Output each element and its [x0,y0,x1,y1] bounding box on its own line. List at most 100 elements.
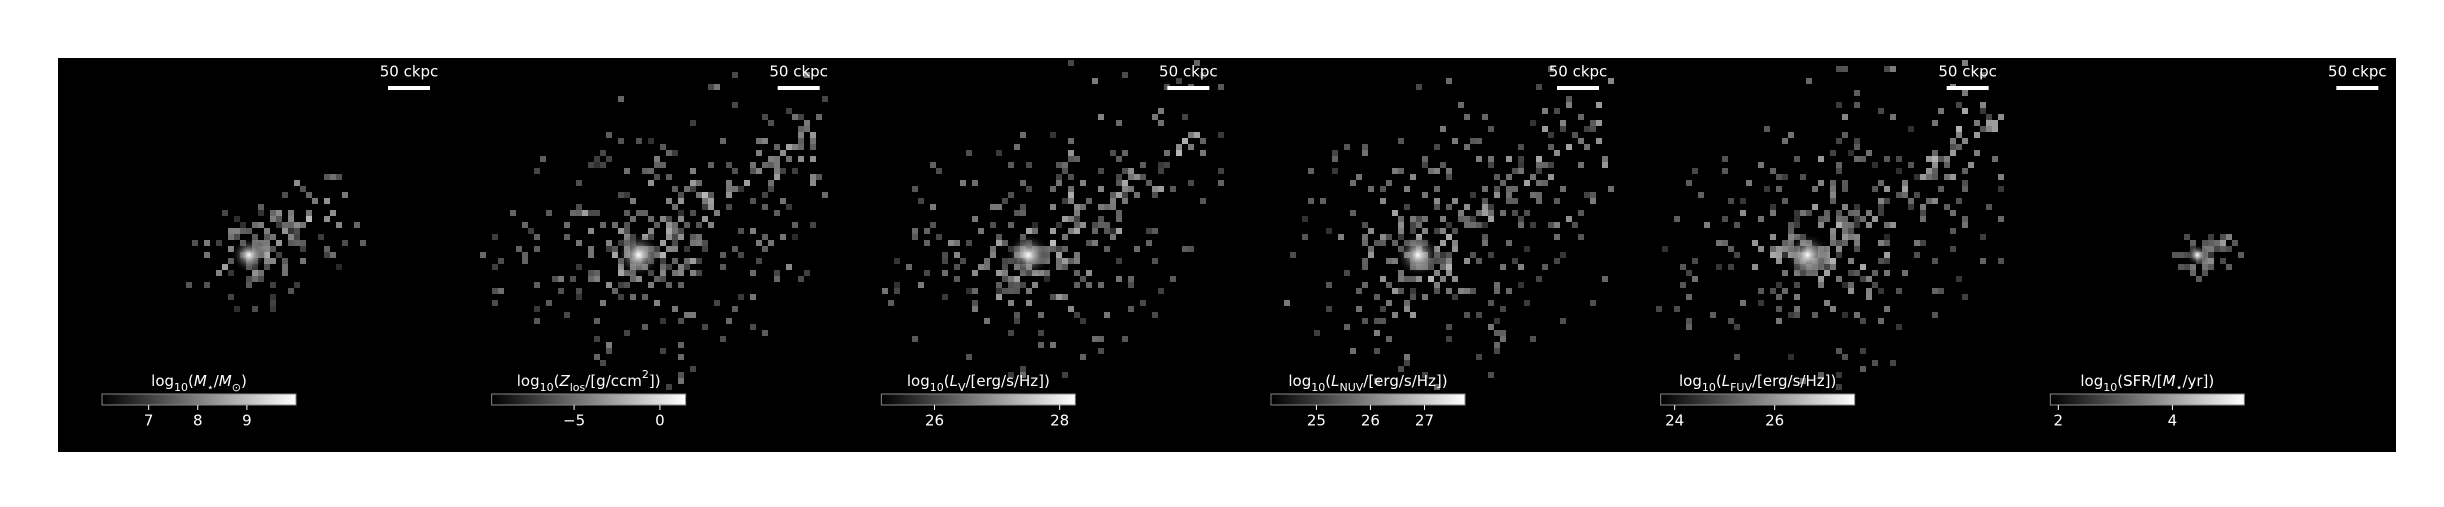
image-pixel [966,354,972,360]
image-pixel [1518,264,1524,270]
image-pixel [1494,318,1500,324]
image-pixel [1536,198,1542,204]
image-pixel [966,288,972,294]
image-pixel [654,162,660,168]
image-pixel [672,186,678,192]
image-pixel [2184,234,2190,240]
image-pixel [1200,72,1206,78]
image-pixel [672,150,678,156]
image-pixel [684,186,690,192]
image-pixel [774,168,780,174]
image-pixel [1116,216,1122,222]
image-pixel [1512,186,1518,192]
image-pixel [666,222,672,228]
image-pixel [1518,222,1524,228]
image-pixel [1098,114,1104,120]
image-pixel [636,276,642,282]
image-pixel [1524,210,1530,216]
image-pixel [588,270,594,276]
scale-bar [1946,86,1989,90]
image-pixel [1554,108,1560,114]
image-pixel [1932,198,1938,204]
image-pixel [2214,246,2220,252]
panel: 50 ckpc log10(LNUV/[erg/s/Hz]) 25 26 27 [1270,63,1614,430]
image-pixel [276,252,282,258]
image-pixel [720,252,726,258]
image-pixel [1446,234,1452,240]
image-pixel [288,288,294,294]
label-part: log [517,372,540,390]
image-pixel [804,72,810,78]
image-pixel [894,258,900,264]
image-pixel [1662,246,1668,252]
image-pixel [1494,192,1500,198]
image-pixel [2202,240,2208,246]
image-pixel [1122,198,1128,204]
image-pixel [1518,144,1524,150]
image-pixel [1488,252,1494,258]
image-pixel [996,150,1002,156]
image-pixel [702,204,708,210]
image-pixel [912,336,918,342]
image-pixel [618,228,624,234]
image-pixel [1914,192,1920,198]
image-pixel [1932,120,1938,126]
image-pixel [1428,168,1434,174]
image-pixel [696,270,702,276]
image-pixel [1464,204,1470,210]
colorbar-label: log10(M⋆/M⊙) [151,372,247,394]
image-pixel [1416,84,1422,90]
image-pixel [1914,252,1920,258]
image-pixel [1452,138,1458,144]
image-pixel [1836,138,1842,144]
image-pixel [1686,318,1692,324]
image-pixel [1692,258,1698,264]
image-pixel [1068,258,1074,264]
image-pixel [1998,258,2004,264]
image-pixel [1794,156,1800,162]
image-pixel [1914,240,1920,246]
image-pixel [294,240,300,246]
image-pixel [1458,216,1464,222]
image-pixel [1098,186,1104,192]
image-pixel [720,138,726,144]
image-pixel [780,168,786,174]
image-pixel [1428,276,1434,282]
image-pixel [342,192,348,198]
image-pixel [1794,222,1800,228]
image-pixel [1410,216,1416,222]
image-pixel [246,228,252,234]
image-pixel [1134,174,1140,180]
image-pixel [1440,264,1446,270]
image-pixel [1074,252,1080,258]
image-pixel [1494,330,1500,336]
image-pixel [1968,162,1974,168]
image-pixel [1554,150,1560,156]
image-pixel [1878,198,1884,204]
image-pixel [1554,222,1560,228]
image-pixel [912,186,918,192]
image-pixel [1020,132,1026,138]
image-pixel [888,300,894,306]
image-pixel [1884,252,1890,258]
image-pixel [960,180,966,186]
image-pixel [264,264,270,270]
image-pixel [1806,78,1812,84]
image-pixel [1950,210,1956,216]
image-pixel [330,252,336,258]
image-pixel [678,234,684,240]
image-pixel [204,252,210,258]
label-part: ⊙ [232,381,241,394]
image-pixel [678,264,684,270]
image-pixel [1734,252,1740,258]
image-pixel [1782,246,1788,252]
image-pixel [1344,324,1350,330]
image-pixel [690,210,696,216]
image-pixel [276,240,282,246]
image-pixel [648,216,654,222]
image-pixel [678,282,684,288]
image-pixel [1440,126,1446,132]
image-pixel [654,276,660,282]
image-pixel [258,276,264,282]
image-pixel [1560,252,1566,258]
